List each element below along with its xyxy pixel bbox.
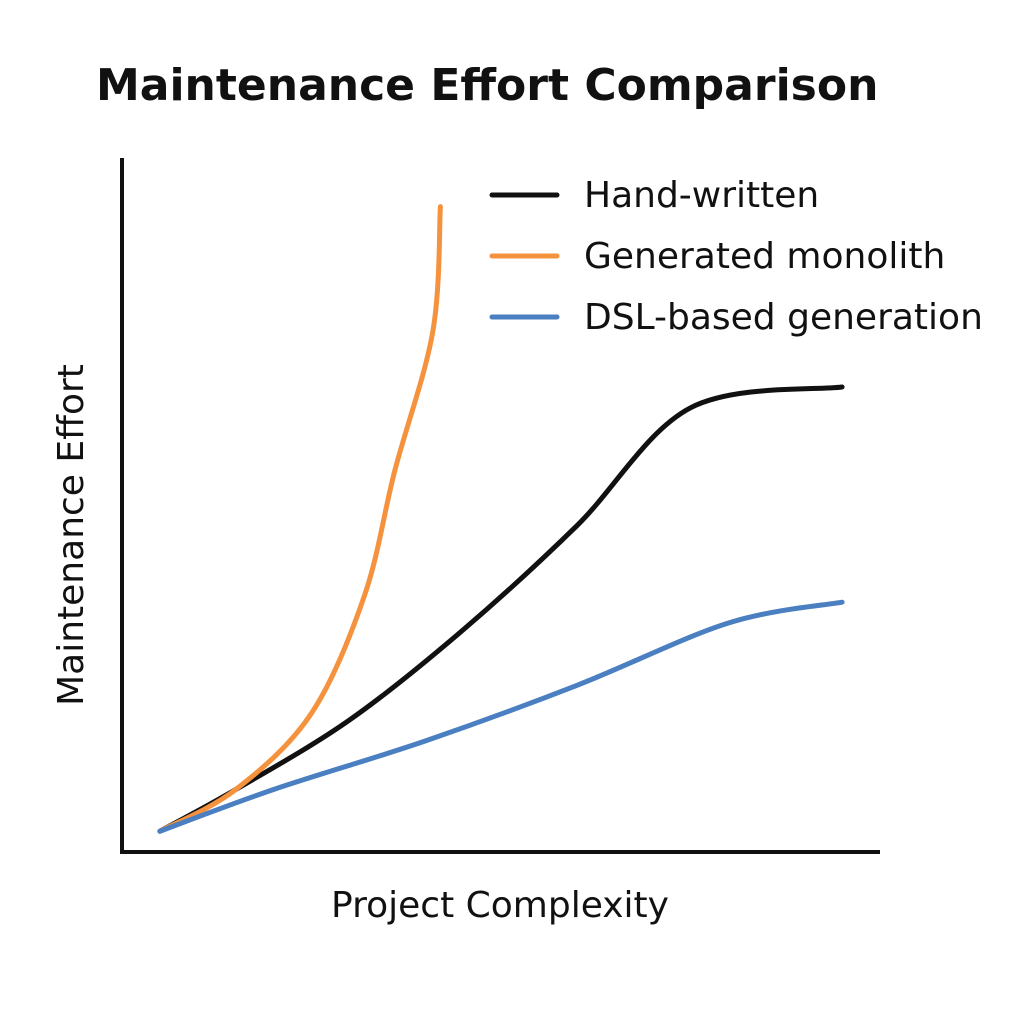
series-line-dsl-based-generation	[157, 599, 845, 834]
legend: Hand-written Generated monolith DSL-based …	[489, 175, 983, 338]
legend-label-dsl-based-generation: DSL-based generation	[584, 297, 983, 338]
legend-label-hand-written: Hand-written	[584, 175, 819, 216]
x-axis-label: Project Complexity	[331, 885, 669, 926]
series-layer	[157, 204, 845, 834]
chart-title: Maintenance Effort Comparison	[96, 60, 878, 111]
series-line-generated-monolith	[157, 204, 443, 834]
y-axis-label: Maintenance Effort	[51, 364, 92, 706]
legend-label-generated-monolith: Generated monolith	[584, 236, 945, 277]
